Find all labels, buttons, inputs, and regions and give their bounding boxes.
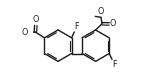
Text: O: O	[110, 20, 116, 28]
Text: F: F	[74, 22, 79, 31]
Text: O: O	[98, 7, 104, 16]
Text: F: F	[112, 60, 117, 69]
Text: O: O	[33, 16, 39, 24]
Text: O: O	[21, 28, 28, 37]
